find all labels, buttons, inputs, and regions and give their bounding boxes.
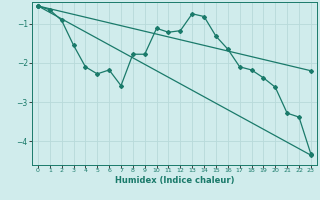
X-axis label: Humidex (Indice chaleur): Humidex (Indice chaleur) bbox=[115, 176, 234, 185]
